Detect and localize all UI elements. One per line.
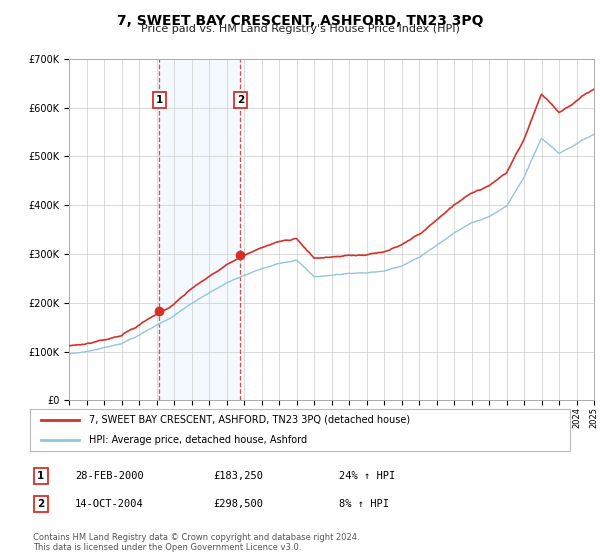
Text: 28-FEB-2000: 28-FEB-2000	[75, 471, 144, 481]
Text: £183,250: £183,250	[213, 471, 263, 481]
Text: Price paid vs. HM Land Registry's House Price Index (HPI): Price paid vs. HM Land Registry's House …	[140, 24, 460, 34]
Text: This data is licensed under the Open Government Licence v3.0.: This data is licensed under the Open Gov…	[33, 543, 301, 552]
Text: 7, SWEET BAY CRESCENT, ASHFORD, TN23 3PQ (detached house): 7, SWEET BAY CRESCENT, ASHFORD, TN23 3PQ…	[89, 415, 410, 424]
Text: 1: 1	[155, 95, 163, 105]
Text: 8% ↑ HPI: 8% ↑ HPI	[339, 499, 389, 509]
Text: Contains HM Land Registry data © Crown copyright and database right 2024.: Contains HM Land Registry data © Crown c…	[33, 533, 359, 542]
Text: 14-OCT-2004: 14-OCT-2004	[75, 499, 144, 509]
Text: HPI: Average price, detached house, Ashford: HPI: Average price, detached house, Ashf…	[89, 435, 308, 445]
Text: 1: 1	[37, 471, 44, 481]
Text: 2: 2	[236, 95, 244, 105]
Bar	[159, 59, 241, 400]
Text: 24% ↑ HPI: 24% ↑ HPI	[339, 471, 395, 481]
Text: 7, SWEET BAY CRESCENT, ASHFORD, TN23 3PQ: 7, SWEET BAY CRESCENT, ASHFORD, TN23 3PQ	[117, 14, 483, 28]
Text: £298,500: £298,500	[213, 499, 263, 509]
Text: 2: 2	[37, 499, 44, 509]
